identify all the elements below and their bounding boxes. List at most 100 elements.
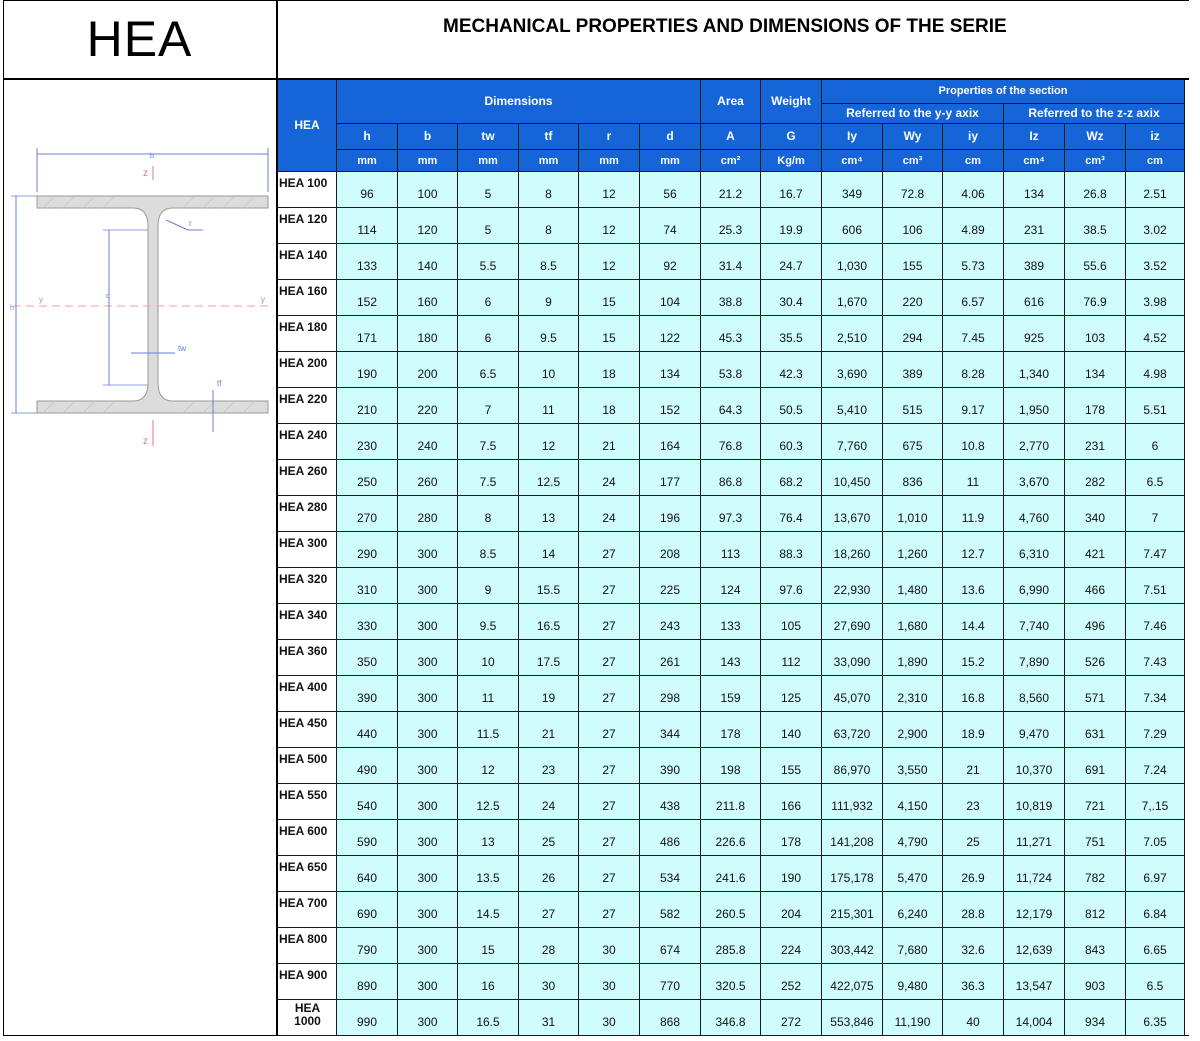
row-profile-label: HEA 400 [278,676,337,712]
table-cell: 3.02 [1126,208,1185,244]
column-symbol-header: h [337,124,398,150]
table-cell: 389 [1004,244,1065,280]
table-cell: 7.29 [1126,712,1185,748]
table-cell: 88.3 [761,532,822,568]
table-cell: 496 [1065,604,1126,640]
table-cell: 76.4 [761,496,822,532]
row-profile-label: HEA 320 [278,568,337,604]
table-cell: 177 [640,460,701,496]
table-cell: 25.3 [701,208,761,244]
table-cell: 19 [519,676,579,712]
table-cell: 16 [458,964,519,1000]
table-cell: 9 [519,280,579,316]
table-cell: 631 [1065,712,1126,748]
table-cell: 23 [943,784,1004,820]
label-z-bottom: z [143,436,148,447]
table-cell: 50.5 [761,388,822,424]
table-cell: 6 [1126,424,1185,460]
table-cell: 606 [822,208,883,244]
table-cell: 30 [579,964,640,1000]
table-cell: 114 [337,208,398,244]
table-cell: 534 [640,856,701,892]
table-cell: 27 [579,532,640,568]
table-cell: 300 [398,856,458,892]
table-cell: 272 [761,1000,822,1036]
table-cell: 143 [701,640,761,676]
table-cell: 16.7 [761,172,822,208]
row-profile-label: HEA 220 [278,388,337,424]
table-cell: 134 [1004,172,1065,208]
table-cell: 5.73 [943,244,1004,280]
table-cell: 12 [458,748,519,784]
table-cell: 349 [822,172,883,208]
table-cell: 8.5 [519,244,579,280]
table-cell: 12.5 [458,784,519,820]
table-cell: 13 [519,496,579,532]
column-symbol-header: Iy [822,124,883,150]
table-cell: 300 [398,568,458,604]
table-cell: 4,760 [1004,496,1065,532]
column-symbol-header: tw [458,124,519,150]
column-unit-header: mm [398,150,458,172]
table-cell: 812 [1065,892,1126,928]
table-cell: 300 [398,820,458,856]
table-cell: 225 [640,568,701,604]
table-cell: 24 [579,460,640,496]
table-cell: 1,260 [883,532,943,568]
table-cell: 4.52 [1126,316,1185,352]
table-cell: 7,680 [883,928,943,964]
table-cell: 208 [640,532,701,568]
table-cell: 7.43 [1126,640,1185,676]
row-profile-label: HEA 200 [278,352,337,388]
table-cell: 22,930 [822,568,883,604]
table-cell: 36.3 [943,964,1004,1000]
row-profile-label: HEA 500 [278,748,337,784]
table-cell: 990 [337,1000,398,1036]
table-cell: 60.3 [761,424,822,460]
table-cell: 9 [458,568,519,604]
table-cell: 104 [640,280,701,316]
table-cell: 105 [761,604,822,640]
table-cell: 691 [1065,748,1126,784]
table-cell: 12 [579,172,640,208]
table-cell: 220 [883,280,943,316]
column-unit-header: cm³ [1065,150,1126,172]
table-cell: 440 [337,712,398,748]
table-cell: 7,890 [1004,640,1065,676]
table-cell: 27,690 [822,604,883,640]
column-unit-header: mm [519,150,579,172]
table-cell: 16.5 [458,1000,519,1036]
table-cell: 96 [337,172,398,208]
table-cell: 25 [943,820,1004,856]
table-cell: 124 [701,568,761,604]
table-cell: 25 [519,820,579,856]
table-cell: 243 [640,604,701,640]
i-beam-section [36,195,269,414]
table-cell: 934 [1065,1000,1126,1036]
label-y-right: y [261,295,265,304]
column-symbol-header: iy [943,124,1004,150]
table-cell: 171 [337,316,398,352]
column-unit-header: mm [640,150,701,172]
table-cell: 21 [579,424,640,460]
row-profile-label: HEA 240 [278,424,337,460]
table-cell: 5.51 [1126,388,1185,424]
table-cell: 751 [1065,820,1126,856]
table-cell: 15.5 [519,568,579,604]
table-cell: 2,770 [1004,424,1065,460]
table-cell: 27 [579,820,640,856]
table-cell: 23 [519,748,579,784]
table-cell: 28 [519,928,579,964]
table-cell: 12,179 [1004,892,1065,928]
table-cell: 290 [337,532,398,568]
table-cell: 241.6 [701,856,761,892]
table-cell: 300 [398,532,458,568]
label-d: d [106,293,110,300]
table-cell: 12.5 [519,460,579,496]
table-cell: 21 [519,712,579,748]
table-cell: 6.84 [1126,892,1185,928]
table-cell: 200 [398,352,458,388]
table-cell: 250 [337,460,398,496]
table-cell: 35.5 [761,316,822,352]
table-cell: 340 [1065,496,1126,532]
